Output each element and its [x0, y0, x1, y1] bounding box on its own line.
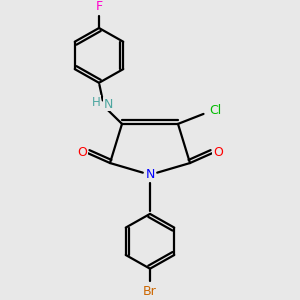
Text: O: O	[213, 146, 223, 159]
Text: Cl: Cl	[209, 104, 221, 117]
Text: N: N	[103, 98, 113, 111]
Text: Br: Br	[143, 285, 157, 298]
Text: O: O	[77, 146, 87, 159]
Text: F: F	[95, 0, 103, 13]
Text: N: N	[145, 168, 155, 181]
Text: H: H	[92, 96, 100, 109]
